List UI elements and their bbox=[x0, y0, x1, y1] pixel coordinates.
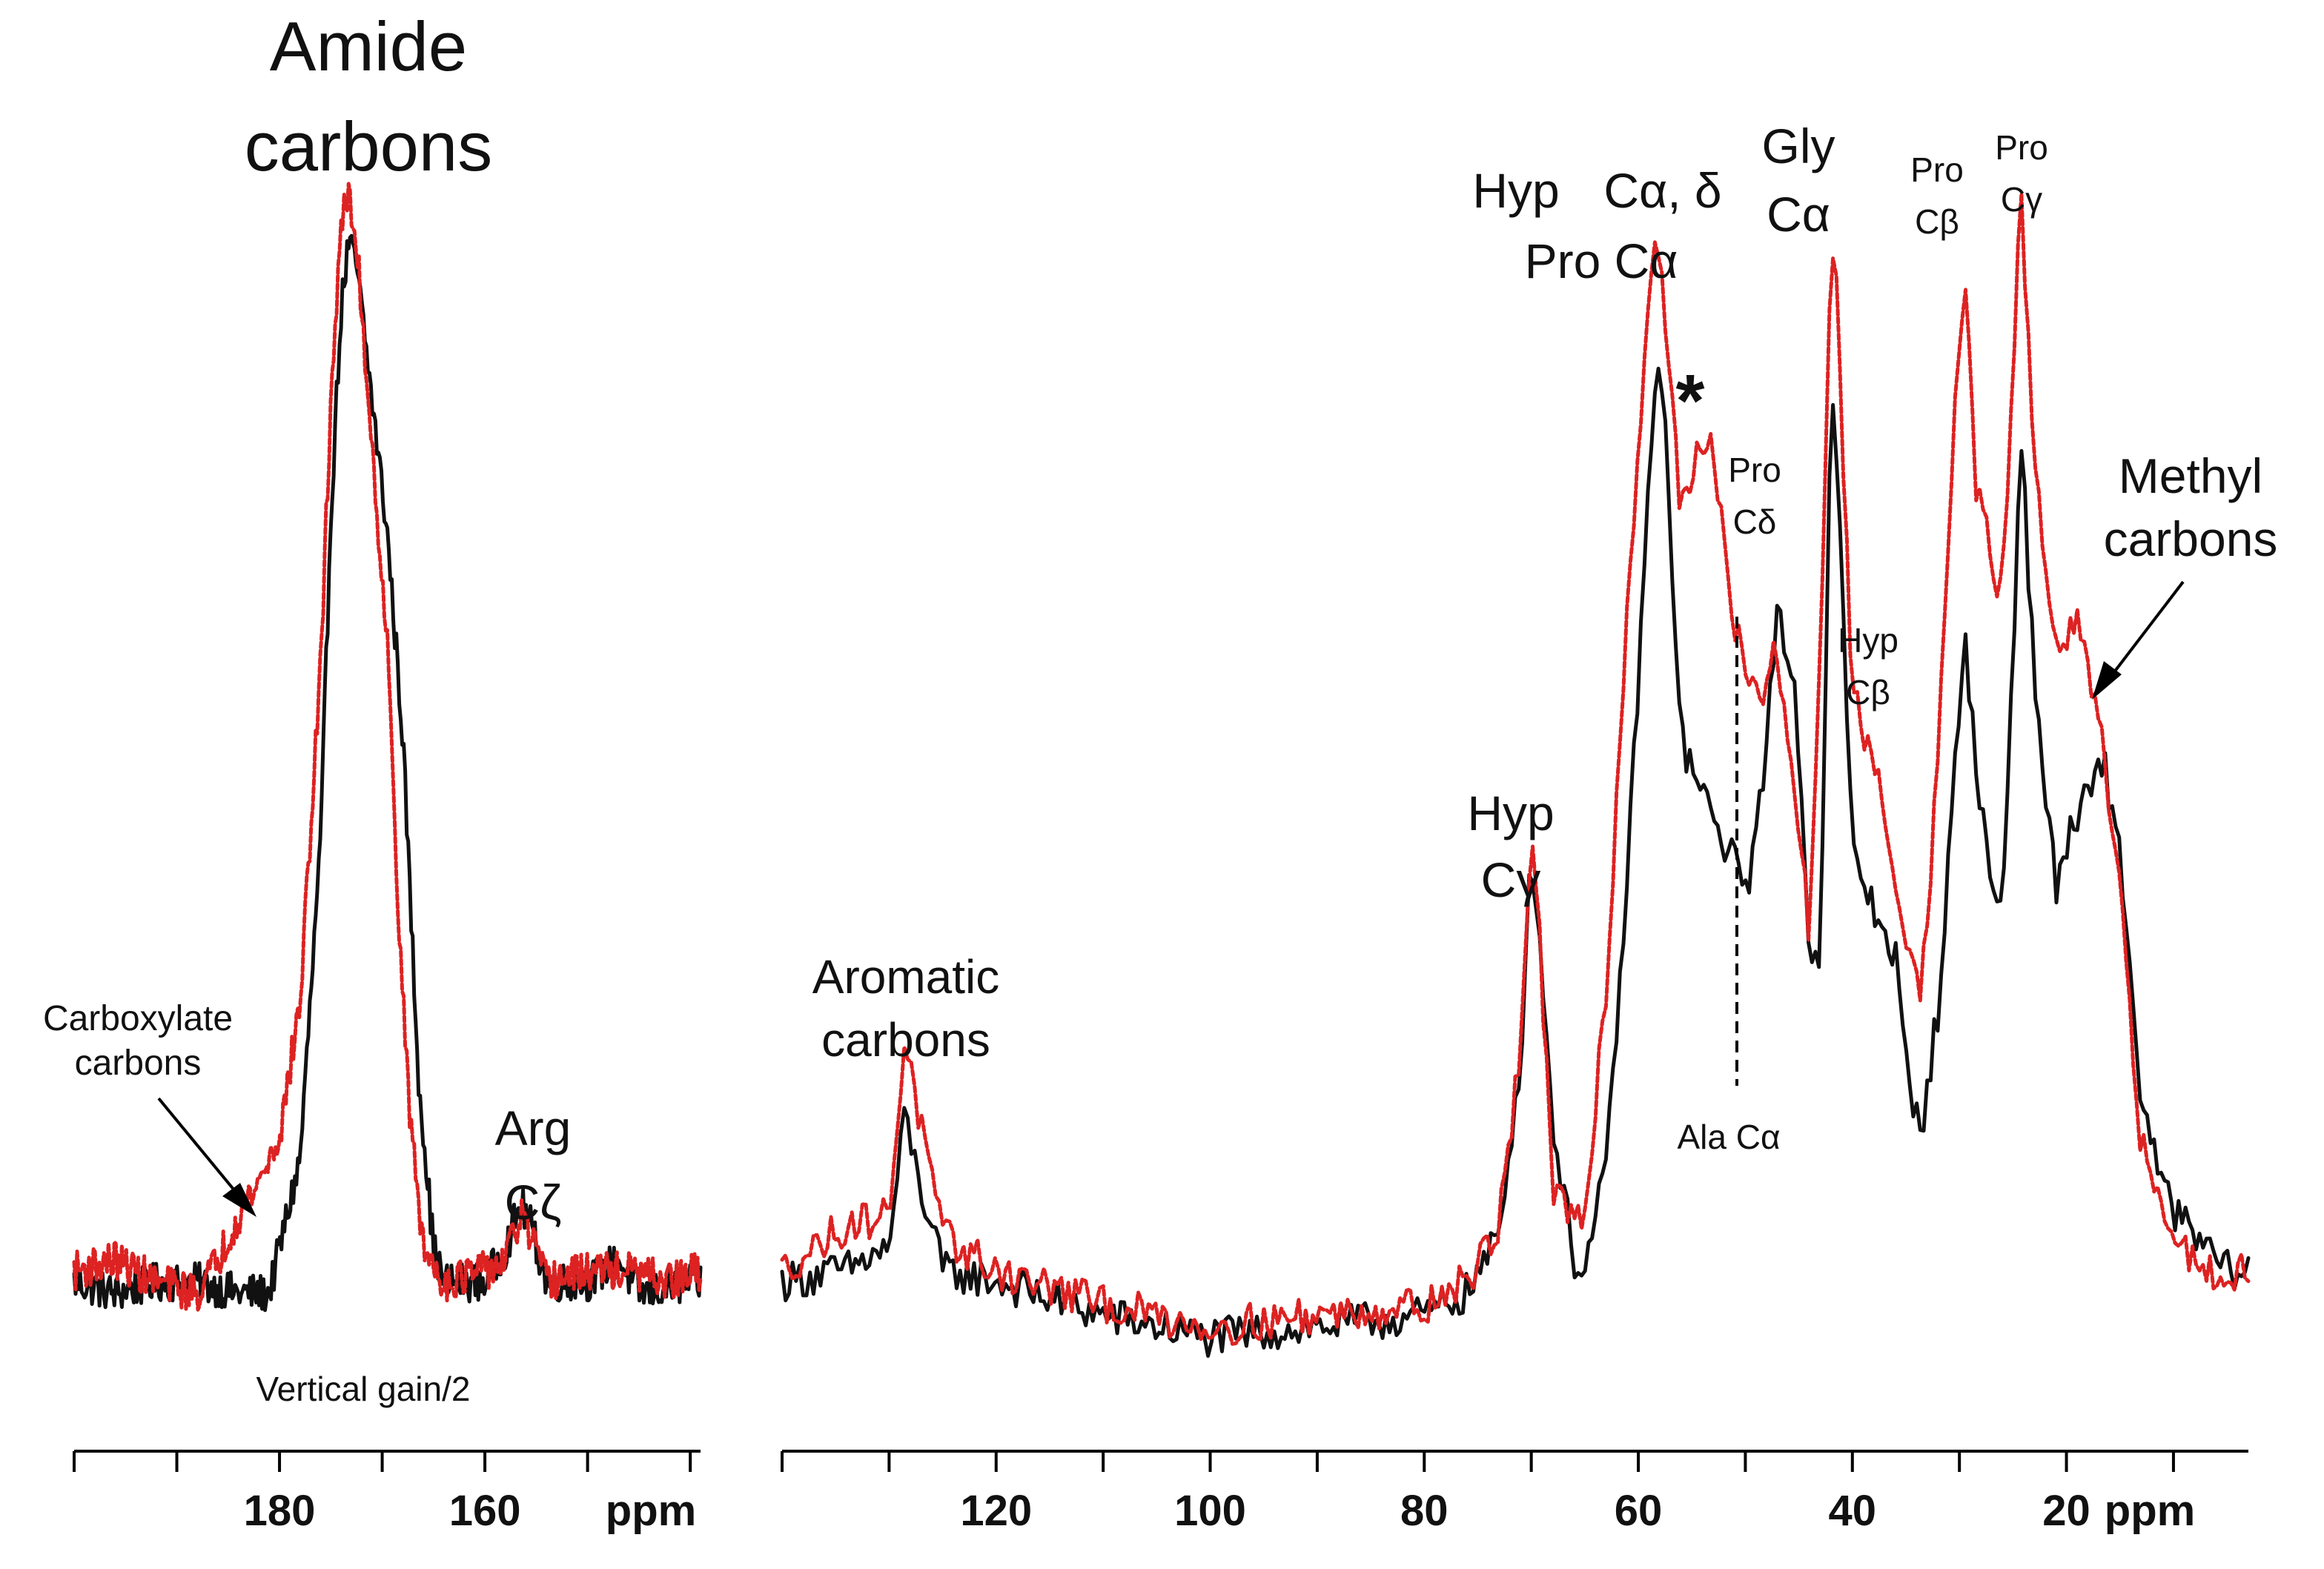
methyl-arrowhead-icon bbox=[2092, 661, 2122, 700]
gly-label-line2: Cα bbox=[1767, 187, 1830, 242]
methyl-label-line2: carbons bbox=[2104, 511, 2278, 566]
unassigned-peak-asterisk: * bbox=[1676, 359, 1705, 442]
x-tick-label: 80 bbox=[1400, 1487, 1449, 1535]
pro-cbeta-label-line1: Pro bbox=[1910, 150, 1964, 189]
amide-label-line1: Amide bbox=[270, 7, 467, 85]
right-spectrum-panel: 120 100 80 60 40 20 ppm bbox=[780, 191, 2251, 1535]
x-axis-unit-label: ppm bbox=[606, 1487, 696, 1535]
ala-calpha-label: Ala Cα bbox=[1677, 1118, 1780, 1156]
pro-cbeta-label-line2: Cβ bbox=[1915, 202, 1959, 241]
x-tick-label: 160 bbox=[449, 1487, 521, 1535]
aromatic-label-line1: Aromatic bbox=[812, 950, 1000, 1004]
carboxylate-label-line2: carbons bbox=[75, 1044, 202, 1083]
x-tick-label: 60 bbox=[1615, 1487, 1663, 1535]
vertical-gain-note: Vertical gain/2 bbox=[256, 1370, 471, 1408]
arg-label-line1: Arg bbox=[495, 1101, 572, 1155]
peak-annotations: Amide carbons Carboxylate carbons Arg Cζ… bbox=[43, 7, 2277, 1408]
arg-label-line2: Cζ bbox=[505, 1175, 562, 1230]
hyp-pro-label-line1: Hyp bbox=[1472, 163, 1559, 218]
methyl-arrow bbox=[2110, 580, 2185, 677]
pro-cdelta-label-line1: Pro bbox=[1728, 451, 1781, 489]
aromatic-label-line2: carbons bbox=[821, 1013, 990, 1067]
x-tick-label: 120 bbox=[960, 1487, 1032, 1535]
gly-label-line1: Gly bbox=[1762, 119, 1835, 173]
pro-cdelta-label-line2: Cδ bbox=[1733, 502, 1777, 541]
x-axis-unit-label: ppm bbox=[2105, 1487, 2195, 1535]
calpha-delta-label: Cα, δ bbox=[1603, 163, 1721, 218]
amide-label-line2: carbons bbox=[245, 107, 492, 185]
hyp-cbeta-label-line2: Cβ bbox=[1846, 673, 1890, 711]
methyl-label-line1: Methyl bbox=[2119, 448, 2262, 503]
hyp-cbeta-label-line1: Hyp bbox=[1838, 621, 1898, 660]
x-tick-label: 100 bbox=[1174, 1487, 1246, 1535]
hyp-pro-label-line2: Pro Cα bbox=[1525, 233, 1678, 288]
x-tick-label: 180 bbox=[244, 1487, 316, 1535]
hyp-cgamma-label-line1: Hyp bbox=[1467, 786, 1554, 840]
pro-cgamma-label-line1: Pro bbox=[1995, 128, 2048, 167]
spectrum-trace-red-dotted bbox=[72, 182, 703, 1312]
left-spectrum-panel: 180 160 ppm bbox=[72, 182, 703, 1535]
hyp-cgamma-label-line2: Cγ bbox=[1481, 852, 1541, 907]
carboxylate-label-line1: Carboxylate bbox=[43, 999, 233, 1038]
x-tick-label: 20 bbox=[2042, 1487, 2090, 1535]
pro-cgamma-label-line2: Cγ bbox=[2001, 180, 2042, 219]
spectrum-trace-red-dotted bbox=[780, 191, 2251, 1346]
carboxylate-arrow bbox=[157, 1097, 243, 1201]
x-tick-label: 40 bbox=[1829, 1487, 1877, 1535]
spectrum-trace-black-solid bbox=[72, 233, 703, 1313]
carboxylate-arrowhead-icon bbox=[222, 1183, 256, 1217]
